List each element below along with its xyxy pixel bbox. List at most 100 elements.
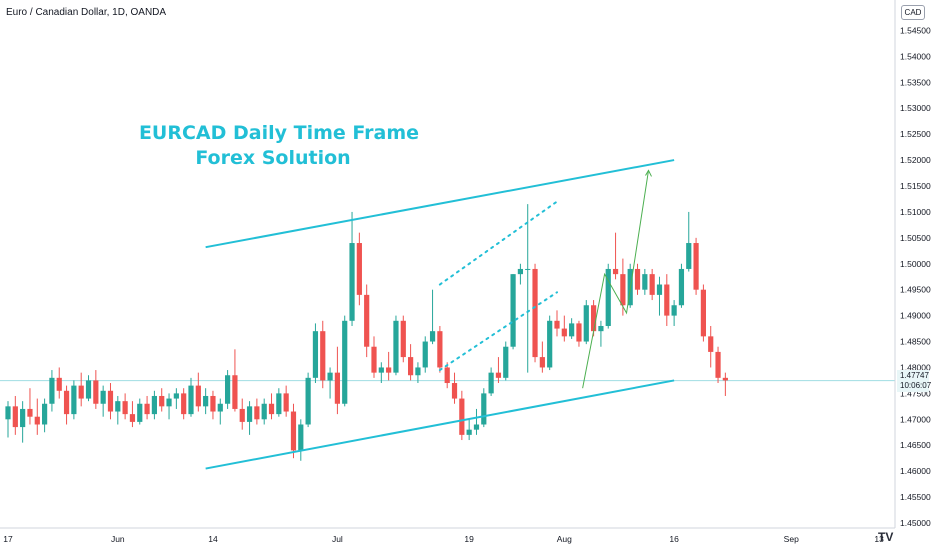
candle-body: [649, 274, 655, 295]
candle-body: [510, 274, 516, 347]
candle-body: [276, 393, 282, 415]
candle-body: [481, 393, 487, 425]
candle-body: [239, 408, 245, 422]
candle-body: [312, 331, 319, 378]
candle-body: [495, 372, 502, 378]
candle-body: [371, 346, 377, 373]
candle-body: [129, 414, 136, 422]
y-tick-label: 1.49000: [900, 311, 931, 321]
candle-body: [583, 305, 589, 342]
candle-body: [393, 320, 399, 373]
candle-body: [569, 323, 575, 337]
y-tick-label: 1.52500: [900, 129, 931, 139]
inner-channel-upper: [438, 200, 558, 286]
candle-body: [42, 403, 48, 425]
channel-upper-line: [205, 159, 675, 249]
candle-body: [517, 268, 523, 275]
candle-body: [678, 268, 685, 306]
chart-title: Euro / Canadian Dollar, 1D, OANDA: [6, 7, 167, 18]
candle-body: [459, 398, 465, 435]
x-tick-label: 17: [3, 534, 13, 544]
candle-body: [181, 393, 187, 415]
candle-body: [195, 385, 201, 407]
price-axis: 1.45000 1.45500 1.46000 1.46500 1.47000 1.475…: [0, 25, 931, 544]
candle-body: [554, 320, 560, 329]
candle-body: [261, 403, 267, 420]
candle-body: [188, 385, 194, 415]
candle-body: [283, 393, 289, 412]
candle-body: [591, 305, 597, 332]
candle-body: [620, 274, 626, 306]
candle-body: [107, 390, 114, 412]
projection-arrowhead: [645, 169, 652, 177]
y-tick-label: 1.53500: [900, 77, 931, 87]
x-tick-label: Sep: [784, 534, 799, 544]
candle-body: [100, 390, 106, 404]
candle-body: [715, 351, 721, 378]
x-tick-label: Aug: [557, 534, 572, 544]
candle-body: [349, 243, 355, 321]
candle-body: [342, 320, 348, 404]
candle-body: [290, 411, 297, 451]
candle-body: [203, 395, 209, 407]
candle-body: [115, 401, 121, 412]
candle-body: [173, 393, 179, 399]
candle-body: [451, 383, 458, 399]
inner-channel-lower: [438, 291, 558, 372]
candle-body: [159, 395, 165, 407]
y-tick-label: 1.50000: [900, 259, 931, 269]
candle-body: [63, 390, 70, 415]
candle-body: [386, 367, 392, 373]
candle-body: [408, 357, 414, 376]
y-tick-label: 1.45000: [900, 518, 931, 528]
candle-body: [217, 403, 223, 412]
drawings-layer: [205, 159, 675, 470]
candle-body: [49, 377, 55, 404]
annotation-line-1: EURCAD Daily Time Frame: [139, 122, 419, 144]
candle-body: [488, 372, 494, 394]
candle-body: [20, 408, 26, 428]
y-tick-label: 1.53000: [900, 103, 931, 113]
x-tick-label: Jun: [111, 534, 125, 544]
last-price-value: 1.47747: [900, 371, 929, 380]
y-tick-label: 1.50500: [900, 233, 931, 243]
candle-body: [473, 424, 480, 430]
candle-body: [605, 268, 611, 326]
x-tick-label: 16: [669, 534, 679, 544]
candle-body: [664, 284, 670, 316]
y-tick-label: 1.49500: [900, 285, 931, 295]
y-tick-label: 1.46000: [900, 466, 931, 476]
y-tick-label: 1.46500: [900, 440, 931, 450]
candle-body: [12, 406, 18, 428]
candle-body: [327, 372, 333, 381]
candle-body: [71, 385, 77, 415]
x-tick-label: 14: [208, 534, 218, 544]
candle-body: [429, 331, 436, 342]
channel-lower-line: [205, 379, 675, 470]
y-tick-label: 1.51000: [900, 207, 931, 217]
currency-button[interactable]: CAD: [901, 5, 925, 20]
candle-body: [254, 406, 260, 420]
candle-body: [686, 243, 692, 269]
candle-body: [166, 398, 172, 407]
candle-body: [671, 305, 677, 316]
candle-body: [422, 341, 428, 368]
candle-body: [378, 367, 384, 373]
candle-body: [27, 408, 33, 417]
candle-body: [334, 372, 340, 404]
candle-body: [210, 395, 216, 412]
candle-body: [444, 367, 450, 384]
candle-body: [693, 243, 699, 290]
tradingview-logo: TV: [878, 530, 894, 544]
y-tick-label: 1.54000: [900, 51, 931, 61]
candle-body: [722, 377, 728, 381]
y-tick-label: 1.52000: [900, 155, 931, 165]
candle-body: [225, 375, 231, 404]
candle-body: [503, 346, 509, 378]
candle-body: [708, 336, 714, 352]
bar-countdown: 10:06:07: [900, 381, 932, 390]
x-tick-label: Jul: [332, 534, 343, 544]
candle-body: [612, 268, 619, 275]
candle-body: [364, 294, 370, 347]
